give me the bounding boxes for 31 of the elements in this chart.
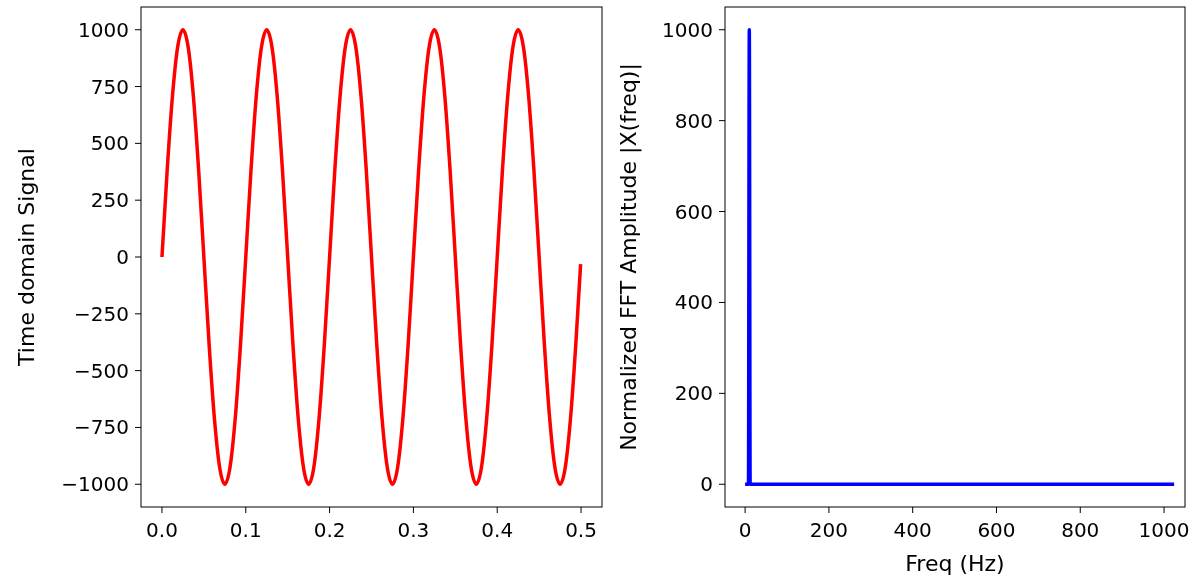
x-tick-label: 1000 xyxy=(1138,518,1190,542)
x-tick-label: 600 xyxy=(977,518,1016,542)
x-tick-label: 400 xyxy=(893,518,932,542)
x-tick-label: 0.5 xyxy=(565,518,597,542)
y-tick-label: −250 xyxy=(74,301,129,326)
y-tick-label: 800 xyxy=(674,108,713,133)
y-tick-label: 500 xyxy=(90,131,129,156)
x-tick-label: 0.3 xyxy=(397,518,430,542)
x-tick-label: 0.0 xyxy=(146,518,178,542)
x-tick-label: 0 xyxy=(738,518,752,542)
y-tick-label: 0 xyxy=(116,245,129,269)
y-tick-label: 1000 xyxy=(78,17,129,42)
y-tick-label: 750 xyxy=(90,74,129,99)
x-axis-title: Freq (Hz) xyxy=(905,551,1005,576)
y-tick-label: 600 xyxy=(674,199,713,224)
y-tick-label: −750 xyxy=(74,415,129,440)
y-tick-label: 1000 xyxy=(662,17,713,42)
y-tick-label: 250 xyxy=(90,188,129,213)
x-tick-label: 0.2 xyxy=(313,518,346,542)
x-tick-label: 0.4 xyxy=(481,518,514,542)
y-axis-title: Normalized FFT Amplitude |X(freq)| xyxy=(616,63,642,451)
x-tick-label: 200 xyxy=(809,518,848,542)
y-tick-label: −1000 xyxy=(61,472,129,497)
x-tick-label: 800 xyxy=(1061,518,1100,542)
y-tick-label: 0 xyxy=(700,472,713,497)
line-series xyxy=(160,27,583,487)
x-tick-label: 0.1 xyxy=(229,518,262,542)
y-axis-title: Time domain Signal xyxy=(14,148,39,367)
y-tick-label: 200 xyxy=(674,381,713,406)
y-tick-label: −500 xyxy=(74,358,129,383)
y-tick-label: 400 xyxy=(674,290,713,315)
